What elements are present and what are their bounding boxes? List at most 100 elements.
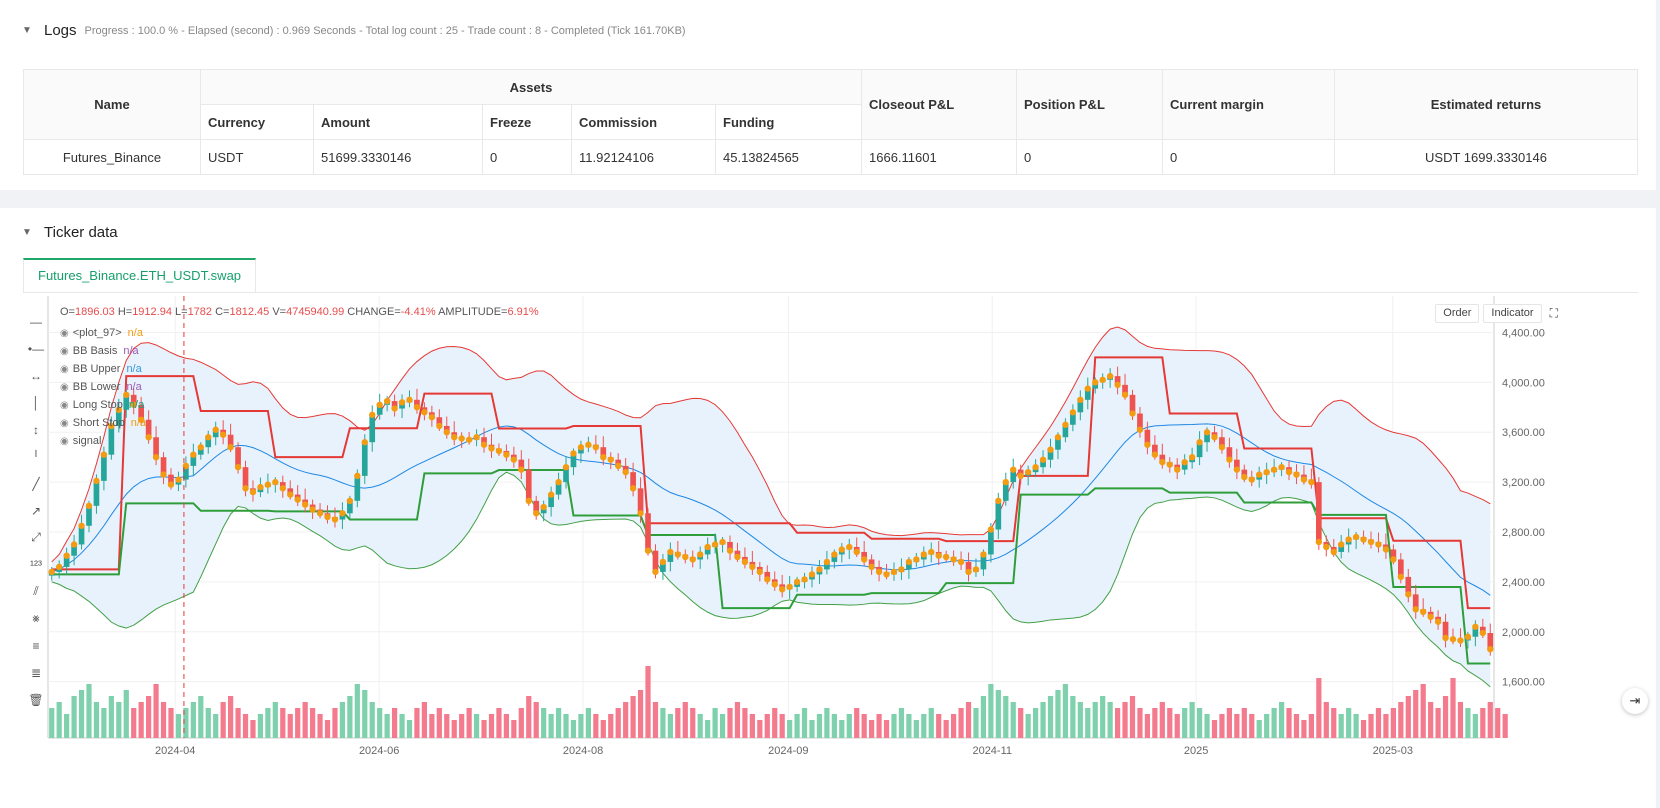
volume-bar — [399, 714, 405, 738]
plot-marker — [1248, 476, 1255, 483]
legend-item[interactable]: ◉ <plot_97> n/a — [60, 324, 146, 342]
vertical-segment-icon[interactable]: ↕ — [33, 422, 39, 437]
eye-icon[interactable]: ◉ — [60, 328, 69, 339]
plot-marker — [1069, 409, 1077, 416]
volume-bar — [1047, 696, 1054, 738]
volume-bar — [541, 708, 547, 738]
volume-bar — [1010, 702, 1016, 738]
volume-bar — [1234, 714, 1240, 738]
candle-body — [369, 414, 376, 443]
volume-bar — [585, 708, 591, 738]
volume-bar — [228, 696, 234, 738]
volume-bar — [772, 708, 778, 738]
ticker-header[interactable]: ▼ Ticker data — [22, 222, 118, 242]
plot-marker — [1434, 618, 1442, 625]
volume-bar — [1144, 714, 1151, 738]
candle-body — [1047, 449, 1054, 460]
plot-marker — [503, 451, 510, 458]
volume-bar — [280, 708, 286, 738]
chevron-down-icon[interactable]: ▼ — [22, 226, 32, 238]
legend-item[interactable]: ◉ BB Basis n/a — [60, 342, 146, 360]
measure-icon[interactable]: ≣ — [30, 665, 42, 680]
volume-bar — [324, 720, 331, 738]
volume-bar — [190, 702, 196, 738]
y-tick-label: 2,400.00 — [1502, 577, 1545, 589]
volume-bar — [690, 708, 696, 738]
chevron-down-icon[interactable]: ▼ — [22, 24, 32, 36]
candle-body — [645, 513, 651, 551]
volume-bar — [339, 702, 346, 738]
volume-bar — [846, 714, 852, 738]
assets-table: Name Assets Closeout P&L Position P&L Cu… — [23, 69, 1638, 175]
price-chart[interactable]: 4,400.00 4,000.00 3,600.00 3,200.00 2,800.00… — [22, 296, 1642, 806]
plot-marker — [1479, 629, 1487, 637]
plot-marker — [331, 516, 339, 523]
eye-icon[interactable]: ◉ — [60, 364, 69, 375]
volume-bar — [436, 708, 442, 738]
order-button[interactable]: Order — [1435, 304, 1480, 323]
candle-body — [183, 465, 189, 480]
chart-area[interactable]: — •— ↔ │ ↕ ╵ ╱ ↗ ⤢ ¹²³ ⫽ ⨳ ≡ ≣ 🗑 4,400.00 4,000.00 3,600… — [22, 296, 1648, 806]
fib-icon[interactable]: ≡ — [32, 638, 40, 653]
plot-marker — [1256, 471, 1263, 478]
plot-marker — [995, 497, 1002, 505]
plot-marker — [1024, 468, 1032, 476]
eye-icon[interactable]: ◉ — [60, 346, 69, 357]
plot-marker — [928, 548, 935, 556]
eye-icon[interactable]: ◉ — [60, 436, 69, 447]
legend-item[interactable]: ◉ BB Upper n/a — [60, 360, 146, 378]
extended-line-icon[interactable]: ↔ — [30, 368, 42, 383]
volume-bar — [123, 690, 129, 738]
volume-bar — [213, 714, 219, 738]
volume-bar — [794, 714, 800, 738]
candle-body — [1472, 626, 1479, 637]
scroll-to-latest-icon[interactable]: ⇥ — [1622, 688, 1648, 714]
eye-icon[interactable]: ◉ — [60, 382, 69, 393]
legend-item[interactable]: ◉ BB Lower n/a — [60, 378, 146, 396]
plot-marker — [898, 566, 905, 573]
plot-marker — [659, 558, 667, 566]
legend-item[interactable]: ◉ Long Stop n/a — [60, 396, 146, 414]
ray-icon[interactable]: ↗ — [30, 503, 42, 518]
extended-trend-icon[interactable]: ⤢ — [31, 530, 41, 544]
candle-body — [548, 494, 554, 508]
price-label-icon[interactable]: ¹²³ — [30, 557, 42, 572]
legend-item[interactable]: ◉ Short Stop n/a — [60, 414, 146, 432]
amplitude-label: AMPLITUDE= — [438, 306, 508, 318]
vertical-line-icon[interactable]: │ — [32, 395, 40, 410]
volume-bar — [1450, 678, 1456, 738]
volume-bar — [1502, 714, 1508, 738]
volume-bar — [555, 708, 562, 738]
trend-line-icon[interactable]: ╱ — [32, 476, 40, 491]
volume-bar — [824, 708, 830, 738]
plot-marker — [1263, 468, 1270, 476]
volume-bar — [928, 708, 934, 738]
volume-bar — [421, 702, 428, 738]
horizontal-line-icon[interactable]: — — [30, 314, 42, 329]
parallel-channel-icon[interactable]: ⫽ — [33, 584, 39, 598]
candle-body — [1002, 482, 1009, 501]
volume-bar — [1129, 696, 1136, 738]
volume-bar — [1167, 708, 1173, 738]
volume-bar — [1495, 708, 1501, 738]
indicator-button[interactable]: Indicator — [1483, 304, 1542, 323]
plot-marker — [1427, 613, 1434, 621]
plot-marker — [1181, 458, 1188, 466]
horizontal-ray-icon[interactable]: •— — [27, 341, 45, 356]
plot-marker — [1397, 573, 1405, 581]
eye-icon[interactable]: ◉ — [60, 400, 69, 411]
regression-icon[interactable]: ⨳ — [32, 611, 40, 625]
tab-eth-usdt-swap[interactable]: Futures_Binance.ETH_USDT.swap — [23, 258, 257, 292]
candle-body — [205, 437, 212, 448]
plot-marker — [1099, 376, 1106, 384]
plot-marker — [339, 510, 346, 517]
volume-bar — [854, 708, 860, 738]
trash-icon[interactable]: 🗑 — [28, 692, 44, 707]
vertical-ray-icon[interactable]: ╵ — [32, 449, 40, 464]
fullscreen-icon[interactable]: ⛶ — [1549, 306, 1558, 320]
plot-marker — [1211, 434, 1218, 441]
logs-header[interactable]: ▼ Logs Progress : 100.0 % - Elapsed (sec… — [22, 20, 686, 40]
eye-icon[interactable]: ◉ — [60, 418, 69, 429]
legend-item[interactable]: ◉ signal — [60, 432, 146, 450]
candle-body — [86, 505, 92, 526]
